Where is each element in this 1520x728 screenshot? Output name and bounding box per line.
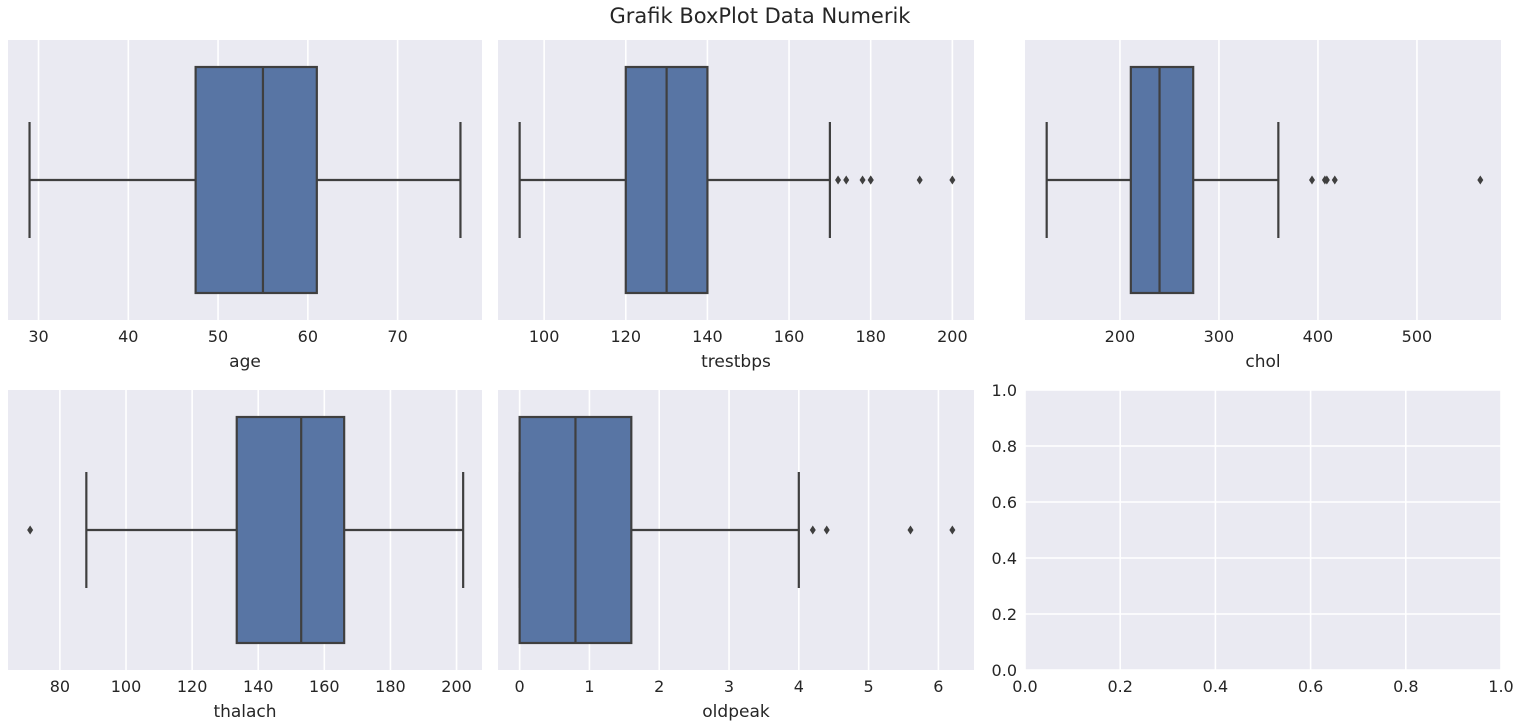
x-tick-label: 30 — [28, 327, 48, 346]
x-tick-label: 100 — [111, 677, 142, 696]
outlier-point — [823, 525, 830, 535]
x-tick-label: 200 — [937, 327, 968, 346]
x-tick-label: 160 — [309, 677, 340, 696]
x-tick-label: 0 — [515, 677, 525, 696]
x-tick-label: 140 — [692, 327, 723, 346]
y-tick-label: 1.0 — [992, 381, 1017, 400]
x-tick-label: 70 — [387, 327, 407, 346]
x-tick-label: 200 — [1105, 327, 1136, 346]
subplot-age: 30 40 50 60 70 age — [8, 40, 482, 372]
x-axis-label: age — [229, 352, 261, 372]
x-tick-label: 180 — [855, 327, 886, 346]
outlier-point — [859, 175, 866, 185]
y-tick-label: 0.8 — [992, 437, 1017, 456]
outlier-point — [1309, 175, 1316, 185]
x-tick-label: 50 — [208, 327, 228, 346]
x-tick-label: 0.4 — [1203, 677, 1228, 696]
x-tick-label: 0.8 — [1393, 677, 1418, 696]
outlier-point — [843, 175, 850, 185]
iqr-box — [1129, 65, 1195, 295]
outlier-point — [916, 175, 923, 185]
subplot-oldpeak: 0 1 2 3 4 5 6 oldpeak — [498, 390, 974, 722]
x-tick-label: 60 — [298, 327, 318, 346]
x-tick-label: 1.0 — [1488, 677, 1513, 696]
x-tick-label: 40 — [118, 327, 138, 346]
x-tick-label: 5 — [864, 677, 874, 696]
subplot-thalach: 80 100 120 140 160 180 200 thalach — [8, 390, 482, 722]
x-tick-label: 0.2 — [1107, 677, 1132, 696]
y-tick-label: 0.0 — [992, 661, 1017, 680]
iqr-box — [235, 415, 346, 645]
x-axis-label: chol — [1245, 352, 1280, 372]
x-tick-label: 500 — [1402, 327, 1433, 346]
outlier-point — [867, 175, 874, 185]
x-tick-label: 140 — [243, 677, 274, 696]
outlier-point — [835, 175, 842, 185]
outlier-point — [1331, 175, 1338, 185]
outlier-point — [949, 175, 956, 185]
x-tick-label: 6 — [933, 677, 943, 696]
x-axis-label: thalach — [213, 702, 276, 722]
y-tick-label: 0.4 — [992, 549, 1017, 568]
outlier-point — [809, 525, 816, 535]
x-tick-label: 120 — [611, 327, 642, 346]
x-tick-label: 100 — [529, 327, 560, 346]
subplot-chol: 200 300 400 500 chol — [1025, 40, 1501, 372]
x-tick-label: 120 — [177, 677, 208, 696]
x-tick-label: 300 — [1204, 327, 1235, 346]
subplot-empty: 0.0 0.2 0.4 0.6 0.8 1.0 0.0 0.2 0.4 0.6 0.8 1.0 — [992, 381, 1514, 696]
x-tick-label: 2 — [654, 677, 664, 696]
x-tick-label: 160 — [774, 327, 805, 346]
x-tick-label: 400 — [1303, 327, 1334, 346]
x-tick-label: 3 — [724, 677, 734, 696]
outlier-point — [1477, 175, 1484, 185]
y-tick-label: 0.2 — [992, 605, 1017, 624]
outlier-point — [27, 525, 34, 535]
x-tick-label: 80 — [50, 677, 70, 696]
x-axis-label: oldpeak — [702, 702, 770, 722]
x-tick-label: 0.0 — [1012, 677, 1037, 696]
subplot-trestbps: 100 120 140 160 180 200 trestbps — [498, 40, 974, 372]
x-tick-label: 0.6 — [1298, 677, 1323, 696]
plot-area — [1025, 390, 1501, 670]
outlier-point — [949, 525, 956, 535]
figure-title: Grafik BoxPlot Data Numerik — [610, 4, 912, 28]
outlier-point — [907, 525, 914, 535]
x-tick-label: 4 — [794, 677, 804, 696]
iqr-box — [194, 65, 318, 295]
x-tick-label: 1 — [584, 677, 594, 696]
x-tick-label: 180 — [375, 677, 406, 696]
y-tick-label: 0.6 — [992, 493, 1017, 512]
x-tick-label: 200 — [441, 677, 472, 696]
outlier-point — [1323, 175, 1330, 185]
x-axis-label: trestbps — [701, 352, 771, 372]
